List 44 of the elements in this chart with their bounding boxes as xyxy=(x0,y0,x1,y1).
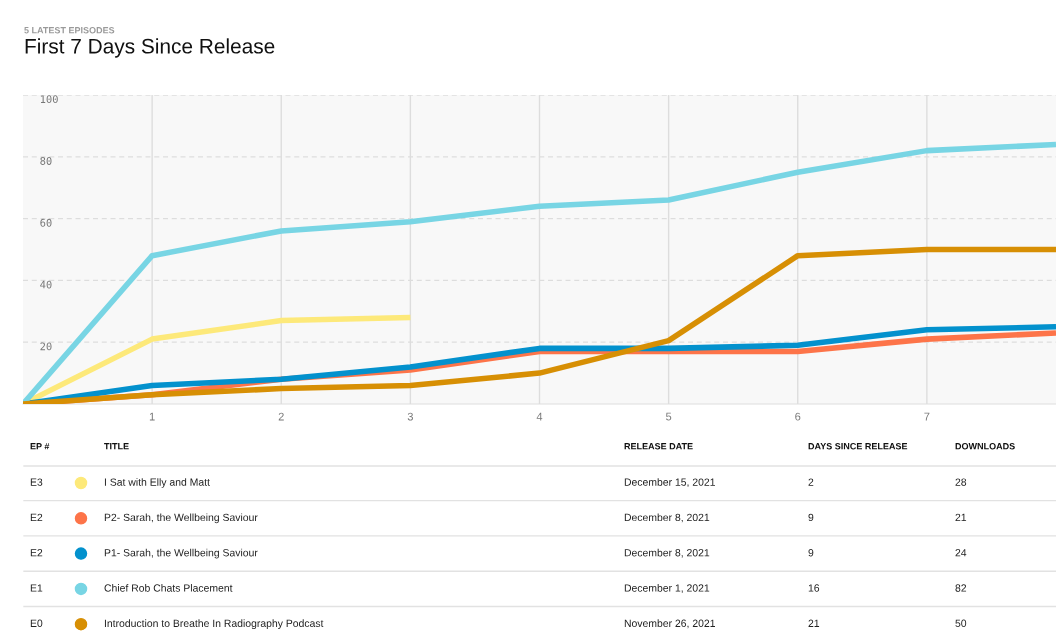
text: December 15, 2021 xyxy=(624,478,715,488)
text: E1 xyxy=(30,584,43,592)
x-tick-label: 6 xyxy=(795,412,801,421)
text: E3 xyxy=(30,478,43,486)
text: December 8, 2021 xyxy=(624,513,710,523)
text: December 8, 2021 xyxy=(624,548,710,558)
legend-label: P2- Sarah, the Wellbeing Saviour xyxy=(104,513,258,524)
x-tick-label: 7 xyxy=(924,412,930,421)
text: 9 xyxy=(808,549,814,557)
legend-label: I Sat with Elly and Matt xyxy=(104,478,210,488)
x-tick-label: 3 xyxy=(407,412,413,421)
legend-label: Chief Rob Chats Placement xyxy=(104,584,233,592)
x-tick-label: 2 xyxy=(278,412,284,421)
text: E2 xyxy=(30,549,43,557)
text: E0 xyxy=(30,619,43,627)
text: 28 xyxy=(955,478,967,486)
text: December 1, 2021 xyxy=(624,584,710,593)
y-tick-label: 80 xyxy=(40,157,52,165)
text: DOWNLOADS xyxy=(955,443,1015,450)
y-tick-label: 100 xyxy=(40,95,58,104)
text: EP # xyxy=(30,443,50,450)
y-tick-label: 40 xyxy=(40,280,52,289)
text: 21 xyxy=(808,619,820,627)
text: 16 xyxy=(808,584,820,592)
chart-title: First 7 Days Since Release xyxy=(25,38,275,58)
x-tick-label: 4 xyxy=(536,412,543,421)
text: 21 xyxy=(955,513,967,521)
x-tick-label: 1 xyxy=(149,412,155,421)
chart-subtitle: 5 LATEST EPISODES xyxy=(24,27,115,34)
legend-label: P1- Sarah, the Wellbeing Saviour xyxy=(104,548,258,559)
y-tick-label: 60 xyxy=(40,218,52,227)
text: RELEASE DATE xyxy=(624,443,693,450)
x-tick-label: 5 xyxy=(665,412,672,421)
text: 2 xyxy=(808,478,814,486)
legend-label: Introduction to Breathe In Radiography Podcast xyxy=(104,619,324,630)
text: E2 xyxy=(30,513,43,521)
text: 50 xyxy=(955,619,967,627)
text: 9 xyxy=(808,513,814,522)
y-tick-label: 20 xyxy=(40,342,52,351)
text: TITLE xyxy=(104,443,129,450)
text: DAYS SINCE RELEASE xyxy=(808,443,908,450)
text: 24 xyxy=(955,549,967,557)
text: November 26, 2021 xyxy=(624,619,715,629)
text: 82 xyxy=(955,584,967,592)
